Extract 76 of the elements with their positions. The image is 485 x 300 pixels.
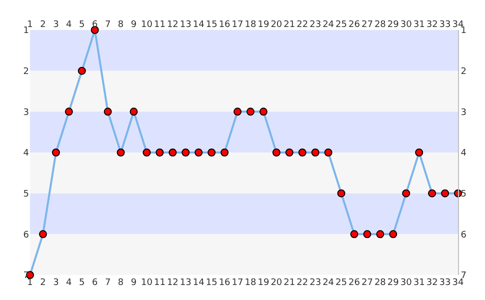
x-tick-label: 24 (322, 20, 334, 30)
x-tick-label: 20 (270, 20, 282, 30)
x2-tick-label: 15 (206, 278, 218, 288)
x-tick-label: 14 (192, 20, 205, 30)
x2-tick-label: 22 (296, 278, 308, 288)
x-tick-label: 9 (130, 20, 137, 30)
x2-tick-label: 29 (387, 278, 400, 288)
x2-tick-label: 19 (258, 278, 270, 288)
y-tick-label: 6 (23, 230, 30, 240)
y2-tick-label: 3 (460, 108, 467, 118)
y-tick-label: 4 (23, 148, 30, 159)
x2-tick-label: 8 (118, 278, 124, 288)
x-tick-label: 28 (374, 20, 386, 30)
x2-tick-label: 16 (218, 278, 231, 288)
x-tick-label: 27 (361, 20, 373, 30)
x2-tick-label: 23 (310, 278, 322, 288)
x-tick-label: 3 (53, 20, 59, 30)
x-tick-label: 10 (141, 20, 153, 30)
x-tick-label: 31 (413, 20, 425, 30)
x-tick-label: 33 (439, 20, 451, 30)
x2-tick-label: 7 (104, 278, 111, 288)
x2-tick-label: 4 (66, 278, 72, 288)
x2-tick-label: 10 (141, 278, 153, 288)
x-tick-label: 7 (104, 20, 111, 30)
y-tick-label: 2 (23, 66, 29, 77)
x2-tick-label: 11 (154, 278, 166, 288)
x-tick-label: 13 (180, 20, 192, 30)
x2-tick-label: 24 (322, 278, 334, 288)
x-tick-label: 25 (336, 20, 347, 30)
y2-tick-label: 4 (460, 148, 467, 159)
x-tick-label: 30 (400, 20, 412, 30)
x-tick-label: 23 (310, 20, 322, 30)
x-tick-label: 17 (232, 20, 244, 30)
y-tick-label: 5 (23, 189, 29, 200)
y2-tick-label: 6 (460, 230, 467, 240)
x2-tick-label: 5 (79, 278, 85, 288)
x2-tick-label: 9 (130, 278, 137, 288)
x2-tick-label: 26 (348, 278, 360, 288)
x2-tick-label: 13 (180, 278, 192, 288)
x-tick-label: 5 (79, 20, 85, 30)
x-tick-label: 26 (348, 20, 360, 30)
x2-tick-label: 20 (270, 278, 282, 288)
y2-tick-label: 5 (460, 189, 467, 200)
x2-tick-label: 18 (244, 278, 256, 288)
x-tick-label: 34 (452, 20, 464, 30)
x2-tick-label: 17 (232, 278, 244, 288)
x-tick-label: 19 (258, 20, 270, 30)
x-tick-label: 11 (154, 20, 166, 30)
x2-tick-label: 28 (374, 278, 386, 288)
x2-tick-label: 33 (439, 278, 451, 288)
x-tick-label: 18 (244, 20, 256, 30)
x-tick-label: 4 (66, 20, 72, 30)
x-tick-label: 16 (218, 20, 231, 30)
x2-tick-label: 32 (426, 278, 438, 288)
x2-tick-label: 34 (452, 278, 464, 288)
x2-tick-label: 25 (336, 278, 347, 288)
x-tick-label: 32 (426, 20, 438, 30)
x2-tick-label: 21 (284, 278, 296, 288)
x-tick-label: 2 (40, 20, 46, 30)
x2-tick-label: 14 (192, 278, 205, 288)
x-tick-label: 8 (118, 20, 124, 30)
x-tick-label: 21 (284, 20, 296, 30)
x2-tick-label: 2 (40, 278, 46, 288)
x-tick-label: 29 (387, 20, 400, 30)
x-tick-label: 15 (206, 20, 218, 30)
x2-tick-label: 3 (53, 278, 59, 288)
x-tick-label: 22 (296, 20, 308, 30)
y-tick-label: 3 (23, 108, 29, 118)
x2-tick-label: 6 (92, 278, 98, 288)
y2-tick-label: 2 (460, 66, 467, 77)
x2-tick-label: 27 (361, 278, 373, 288)
x-tick-label: 12 (166, 20, 178, 30)
x2-tick-label: 12 (166, 278, 178, 288)
y-tick-label: 7 (23, 271, 29, 282)
x2-tick-label: 31 (413, 278, 425, 288)
x2-tick-label: 30 (400, 278, 412, 288)
